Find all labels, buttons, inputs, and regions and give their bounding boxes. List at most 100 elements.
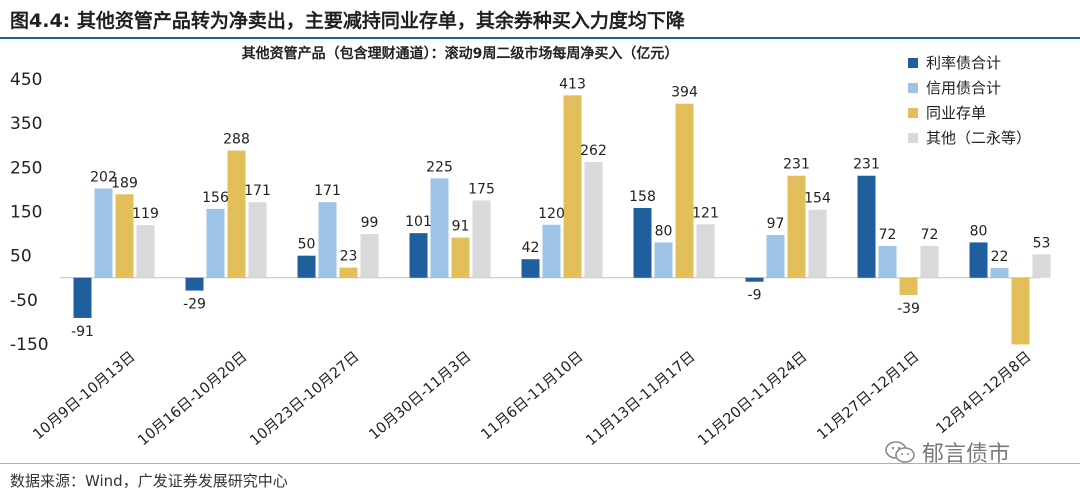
bar — [227, 150, 246, 278]
data-label: 394 — [671, 85, 698, 101]
x-tick-label: 10月30日-11月3日 — [366, 349, 474, 443]
bar — [857, 175, 876, 278]
bar — [696, 224, 715, 278]
bar — [920, 245, 939, 278]
x-tick-label: 12月4日-12月8日 — [933, 349, 1034, 437]
bar — [339, 267, 358, 278]
bar — [472, 200, 491, 278]
y-tick-label: 250 — [10, 158, 42, 178]
data-label: 171 — [244, 183, 271, 199]
data-label: 80 — [970, 223, 988, 239]
data-label: 175 — [468, 181, 495, 197]
data-label: 262 — [580, 143, 607, 159]
data-label: 23 — [340, 249, 358, 265]
bar — [248, 202, 267, 278]
data-label: 101 — [405, 214, 432, 230]
watermark-text: 郁言债市 — [922, 442, 1011, 467]
data-label: 154 — [804, 191, 831, 207]
bar — [766, 234, 785, 278]
bar — [297, 255, 316, 278]
source-rule — [0, 463, 1080, 464]
bar — [451, 237, 470, 278]
watermark: 郁言债市 — [884, 436, 1010, 468]
legend-swatch — [908, 107, 918, 118]
data-label: 231 — [783, 157, 810, 173]
legend-swatch — [908, 57, 918, 68]
y-tick-label: 50 — [10, 247, 32, 267]
legend-label: 信用债合计 — [926, 79, 1002, 97]
bar — [409, 233, 428, 278]
x-tick-label: 11月6日-11月10日 — [478, 349, 586, 443]
data-label: 50 — [298, 237, 316, 253]
legend-swatch — [908, 82, 918, 93]
bar — [899, 277, 918, 295]
title-rule — [0, 37, 1080, 39]
data-label: 231 — [853, 157, 880, 173]
bar — [136, 225, 155, 278]
y-tick-label: -150 — [10, 335, 49, 355]
data-label: 121 — [692, 205, 719, 221]
legend-item: 同业存单 — [908, 100, 1031, 125]
legend: 利率债合计信用债合计同业存单其他（二永等） — [908, 50, 1031, 150]
bar — [584, 162, 603, 278]
data-label: 72 — [879, 227, 897, 243]
data-label: 119 — [132, 206, 159, 222]
bar — [969, 242, 988, 278]
data-label: 22 — [991, 249, 1009, 265]
data-label: 156 — [202, 190, 229, 206]
wechat-icon — [885, 441, 915, 463]
data-label: 202 — [90, 170, 117, 186]
data-label: -39 — [897, 301, 920, 317]
data-label: 288 — [223, 132, 250, 148]
bar — [808, 209, 827, 278]
x-tick-label: 10月16日-10月20日 — [135, 349, 250, 449]
bars — [73, 95, 1051, 345]
data-label: -29 — [183, 297, 206, 313]
y-axis-ticks: 450 350 250 150 50 -50 -150 — [10, 70, 1040, 355]
bar — [318, 202, 337, 278]
x-tick-label: 10月9日-10月13日 — [30, 349, 138, 443]
bar — [1011, 277, 1030, 345]
data-label: 225 — [426, 159, 453, 175]
bar-chart: 其他资管产品（包含理财通道）：滚动9周二级市场每周净买入（亿元） 450 350 2… — [10, 45, 1051, 449]
bar — [185, 277, 204, 291]
chart-title: 其他资管产品（包含理财通道）：滚动9周二级市场每周净买入（亿元） — [242, 45, 679, 62]
data-label: 171 — [314, 183, 341, 199]
bar — [563, 95, 582, 278]
legend-label: 其他（二永等） — [926, 129, 1032, 147]
bar — [360, 234, 379, 278]
legend-item: 信用债合计 — [908, 75, 1031, 100]
bar — [430, 178, 449, 278]
figure-title: 图4.4: 其他资管产品转为净卖出，主要减持同业存单，其余券种买入力度均下降 — [10, 10, 685, 32]
data-label: 189 — [111, 175, 138, 191]
y-tick-label: 450 — [10, 70, 42, 90]
legend-label: 利率债合计 — [926, 54, 1002, 72]
bar — [521, 259, 540, 278]
bar — [94, 188, 113, 278]
data-label: 413 — [559, 76, 586, 92]
bar — [115, 194, 134, 278]
data-label: 99 — [361, 215, 379, 231]
bar — [675, 103, 694, 278]
legend-swatch — [908, 132, 918, 143]
bar — [787, 175, 806, 278]
bar — [654, 242, 673, 278]
x-tick-label: 11月20日-11月24日 — [695, 349, 810, 449]
x-tick-label: 11月27日-12月1日 — [814, 349, 922, 443]
data-label: 120 — [538, 206, 565, 222]
legend-label: 同业存单 — [926, 104, 987, 122]
data-label: -9 — [748, 288, 762, 304]
data-label: 80 — [655, 223, 673, 239]
data-label: 91 — [452, 219, 470, 235]
data-label: -91 — [71, 324, 94, 340]
bar — [73, 277, 92, 318]
data-label: 42 — [522, 240, 540, 256]
bar — [633, 207, 652, 278]
data-label: 97 — [767, 216, 785, 232]
source-note: 数据来源：Wind，广发证券发展研究中心 — [10, 472, 288, 490]
y-tick-label: 350 — [10, 114, 42, 134]
legend-item: 利率债合计 — [908, 50, 1031, 75]
data-label: 72 — [921, 227, 939, 243]
